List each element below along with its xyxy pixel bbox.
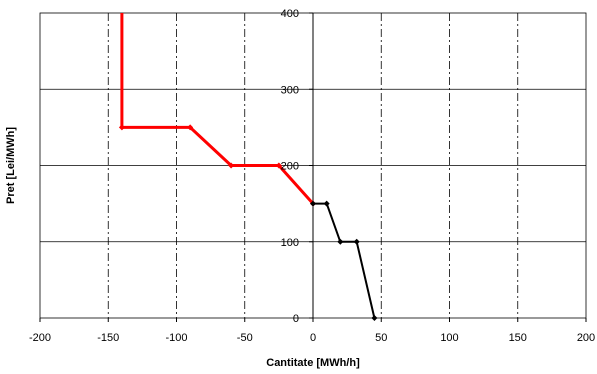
tick-labels: -200 -150 -100 -50 0 50 100 150 200 0 100 200 300 400 [29,8,595,344]
x-tick-label: -200 [29,332,51,344]
x-tick-label: 200 [577,332,595,344]
y-tick-label: 300 [281,84,299,96]
x-tick-label: -150 [97,332,119,344]
data-point [353,238,360,245]
plot-area-frame [39,12,587,319]
data-point [118,124,125,131]
x-tick-label: 0 [310,332,316,344]
data-point [275,162,282,169]
x-tick-label: 100 [440,332,458,344]
y-tick-label: 0 [293,313,299,325]
data-point [310,200,316,207]
y-tick-label: 400 [281,8,299,20]
series-line [120,13,315,205]
data-point [228,162,235,169]
x-tick-label: 50 [375,332,387,344]
data-point [187,124,194,131]
x-tick-label: 150 [509,332,527,344]
y-axis-title: Pret [Lei/MWh] [5,127,17,204]
data-point [323,200,330,207]
series-layer [118,13,378,321]
series-line [313,202,376,319]
data-point [337,238,344,245]
x-tick-label: -50 [237,332,253,344]
x-axis-title: Cantitate [MWh/h] [266,357,360,369]
x-tick-label: -100 [165,332,187,344]
y-tick-label: 100 [281,237,299,249]
series-2 [310,200,378,321]
data-point [371,315,378,321]
series-1 [118,13,316,207]
grid [39,12,587,322]
y-tick-label: 200 [281,161,299,173]
